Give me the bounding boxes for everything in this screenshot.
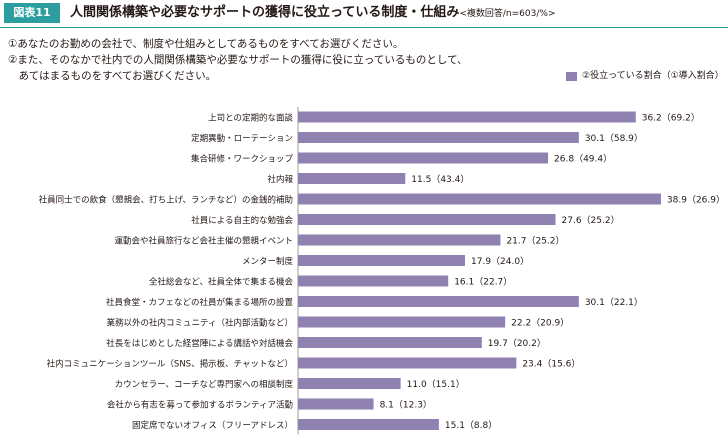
category-label: 社長をはじめとした経営陣による講話や対話機会 [106, 338, 293, 349]
category-label: 固定席でないオフィス（フリーアドレス） [132, 420, 293, 431]
bar [298, 337, 482, 348]
bar [298, 419, 439, 430]
question-2-continued: あてはまるものをすべてお選びください。 [8, 70, 217, 82]
bar [298, 275, 449, 287]
chart-title-note: <複数回答/n=603/%> [459, 9, 556, 19]
data-label: 11.0（15.1） [407, 379, 465, 390]
category-label: 社員食堂・カフェなどの社員が集まる場所の設置 [106, 297, 294, 308]
category-label: 集合研修・ワークショップ [191, 154, 294, 165]
question-1: ①あなたのお勤めの会社で、制度や仕組みとしてあるものをすべてお選びください。 [8, 38, 404, 50]
bar [298, 173, 406, 184]
category-label: 社内コミュニケーションツール（SNS、掲示板、チャットなど） [47, 359, 293, 370]
data-label: 11.5（43.4） [411, 174, 469, 185]
chart-legend: ②役立っている割合（①導入割合） [566, 70, 724, 82]
chart-title-text: 人間関係構築や必要なサポートの獲得に役立っている制度・仕組み [70, 5, 460, 20]
data-label: 30.1（58.9） [585, 133, 643, 144]
category-label: メンター制度 [242, 256, 294, 267]
bar [298, 132, 579, 143]
category-label: カウンセラー、コーチなど専門家への相談制度 [115, 379, 294, 390]
data-label: 30.1（22.1） [585, 297, 643, 308]
category-label: 会社から有志を募って参加するボランティア活動 [107, 400, 293, 411]
legend-label: ②役立っている割合（①導入割合） [582, 71, 724, 81]
bar [298, 255, 466, 266]
question-2: ②また、そのなかで社内での人間関係構築や必要なサポートの獲得に役に立っているもの… [8, 54, 468, 66]
data-label: 36.2（69.2） [642, 113, 700, 124]
figure-header: 図表11 人間関係構築や必要なサポートの獲得に役立っている制度・仕組み<複数回答… [0, 0, 728, 28]
data-label: 15.1（8.8） [445, 420, 497, 431]
data-label: 38.9（26.9） [667, 195, 725, 206]
figure-label: 図表11 [4, 3, 60, 23]
category-label: 社員同士での飲食（懇親会、打ち上げ、ランチなど）の金銭的補助 [39, 195, 293, 206]
bar [298, 398, 374, 410]
data-label: 23.4（15.6） [522, 359, 580, 370]
header-divider [0, 27, 728, 28]
category-label: 業務以外の社内コミュニティ（社内部活動など） [107, 318, 294, 329]
chart-title: 人間関係構築や必要なサポートの獲得に役立っている制度・仕組み<複数回答/n=60… [70, 3, 555, 24]
data-label: 26.8（49.4） [554, 154, 612, 165]
bar [298, 296, 579, 307]
bar [298, 378, 401, 389]
bar [298, 193, 661, 205]
data-label: 21.7（25.2） [506, 236, 564, 247]
category-label: 運動会や社員旅行など会社主催の懇親イベント [114, 236, 293, 247]
bar [298, 234, 501, 246]
category-label: 上司との定期的な面談 [208, 113, 293, 124]
legend-swatch [566, 71, 577, 81]
bar [298, 316, 506, 328]
data-label: 16.1（22.7） [454, 277, 512, 288]
data-label: 17.9（24.0） [471, 256, 529, 267]
data-label: 19.7（20.2） [488, 338, 546, 349]
data-label: 8.1（12.3） [380, 400, 432, 411]
category-label: 定期異動・ローテーション [191, 133, 293, 144]
data-label: 22.2（20.9） [511, 318, 569, 329]
category-label: 社員による自主的な勉強会 [191, 215, 293, 226]
data-label: 27.6（25.2） [562, 215, 620, 226]
bar [298, 214, 556, 225]
bar [298, 357, 517, 369]
category-label: 社内報 [267, 174, 293, 185]
category-label: 全社総会など、社員全体で集まる機会 [149, 277, 294, 288]
bar [298, 111, 636, 123]
bar [298, 152, 549, 164]
